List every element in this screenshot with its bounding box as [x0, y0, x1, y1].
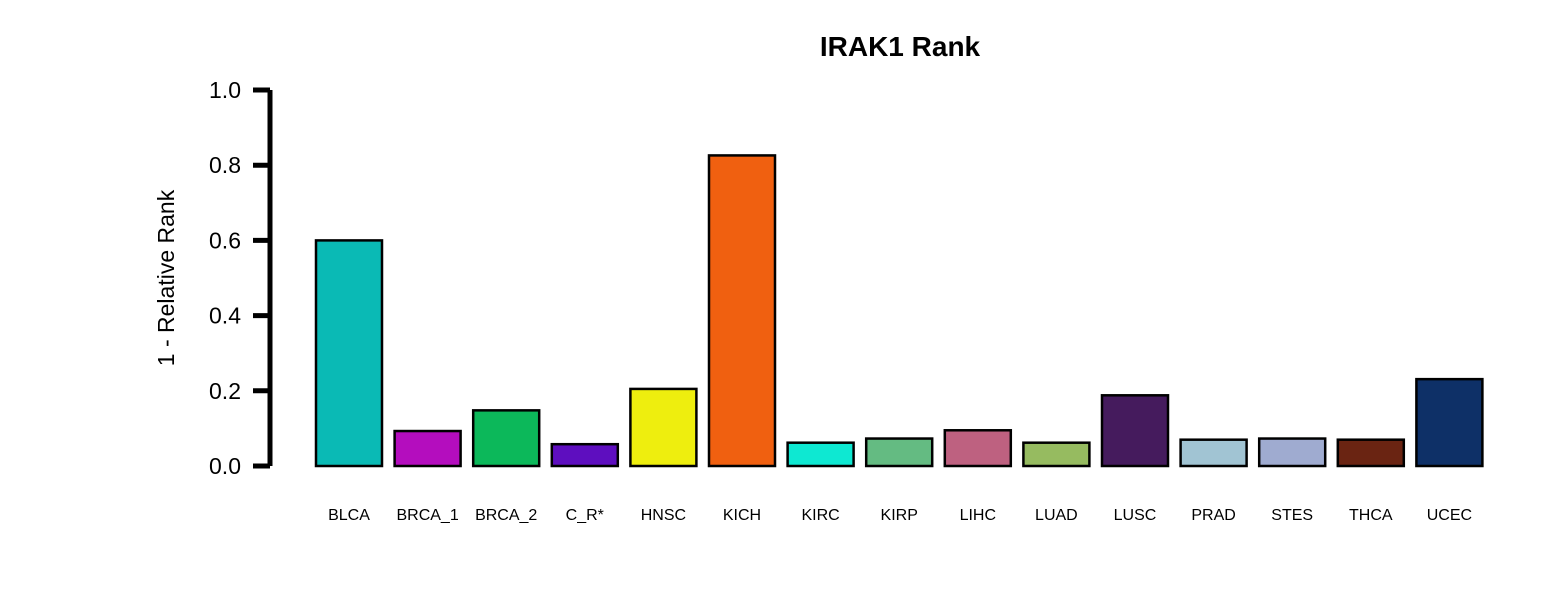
x-tick-label: KICH	[723, 507, 761, 524]
bar-stes	[1257, 437, 1327, 468]
y-axis: 0.0 0.2 0.4 0.6 0.8 1.0	[209, 77, 273, 479]
bars-group	[314, 154, 1484, 468]
chart-title: IRAK1 Rank	[820, 31, 981, 62]
bar-kich	[707, 154, 777, 468]
bar-kirc	[786, 441, 855, 468]
x-tick-label: BRCA_2	[475, 507, 537, 524]
y-tick-label: 0.0	[209, 453, 241, 479]
x-tick-labels: BLCA BRCA_1 BRCA_2 C_R* HNSC KICH KIRC KIRP LIHC…	[328, 507, 1472, 524]
bar-c-r	[550, 442, 620, 468]
y-tick-label: 0.2	[209, 378, 241, 404]
y-tick-label: 0.4	[209, 303, 241, 329]
x-tick-label: STES	[1271, 507, 1313, 524]
x-tick-label: C_R*	[566, 507, 604, 524]
x-tick-label: LIHC	[960, 507, 996, 524]
bar-hnsc	[629, 387, 698, 468]
x-tick-label: HNSC	[641, 507, 686, 524]
bar-prad	[1179, 438, 1248, 468]
y-tick-label: 0.6	[209, 227, 241, 253]
x-tick-label: LUSC	[1114, 507, 1157, 524]
x-tick-label: BRCA_1	[396, 507, 458, 524]
bar-kirp	[864, 437, 934, 468]
x-tick-label: BLCA	[328, 507, 370, 524]
x-tick-label: PRAD	[1191, 507, 1235, 524]
y-tick-label: 0.8	[209, 152, 241, 178]
y-axis-label: 1 - Relative Rank	[153, 189, 179, 366]
y-tick-label: 1.0	[209, 77, 241, 103]
bar-lihc	[943, 429, 1013, 468]
bar-thca	[1336, 438, 1406, 468]
bar-brca-2	[471, 409, 541, 468]
bar-blca	[314, 239, 384, 468]
bar-brca-1	[393, 429, 462, 468]
bar-luad	[1022, 441, 1091, 468]
x-tick-label: KIRP	[881, 507, 918, 524]
bar-ucec	[1415, 377, 1484, 468]
x-tick-label: KIRC	[801, 507, 839, 524]
x-tick-label: UCEC	[1427, 507, 1472, 524]
x-tick-label: THCA	[1349, 507, 1393, 524]
bar-lusc	[1100, 394, 1170, 468]
x-tick-label: LUAD	[1035, 507, 1078, 524]
